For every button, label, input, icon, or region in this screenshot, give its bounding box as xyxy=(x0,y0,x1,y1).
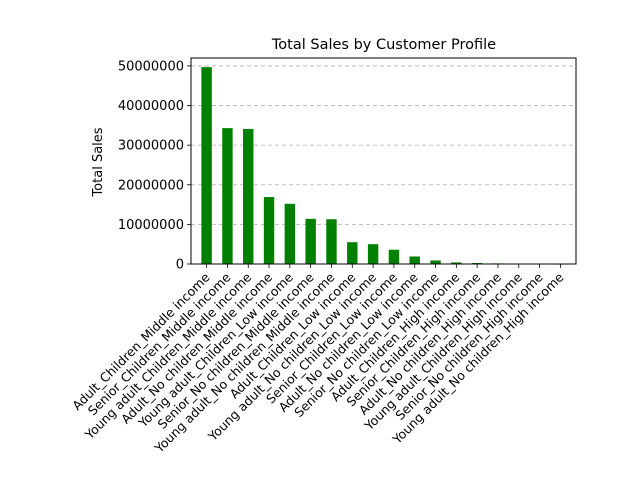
y-tick-label: 30000000 xyxy=(118,139,184,154)
bar xyxy=(388,249,400,264)
bar xyxy=(284,203,296,264)
plot-frame xyxy=(190,57,577,265)
bars xyxy=(201,67,566,265)
y-axis-label: Total Sales xyxy=(91,127,106,197)
bar xyxy=(305,218,316,264)
bar xyxy=(409,256,420,264)
bar xyxy=(451,262,462,264)
bar xyxy=(243,128,254,264)
chart-title: Total Sales by Customer Profile xyxy=(271,37,496,53)
bar xyxy=(201,67,212,264)
bar xyxy=(326,219,337,264)
gridlines xyxy=(191,65,576,225)
y-tick-label: 0 xyxy=(176,258,184,273)
bar xyxy=(347,242,358,264)
y-tick-label: 20000000 xyxy=(118,178,184,193)
y-tick-label: 10000000 xyxy=(118,218,184,233)
bar xyxy=(430,260,441,264)
x-axis-ticks: Adult_Children_Middle incomeSenior_Child… xyxy=(69,264,567,456)
y-axis-ticks: 0 10000000 20000000 30000000 40000000 5000000… xyxy=(118,59,191,273)
bar xyxy=(367,244,379,264)
y-tick-label: 50000000 xyxy=(118,59,184,74)
bar xyxy=(263,197,275,264)
bar xyxy=(222,128,233,264)
y-tick-label: 40000000 xyxy=(118,99,184,114)
